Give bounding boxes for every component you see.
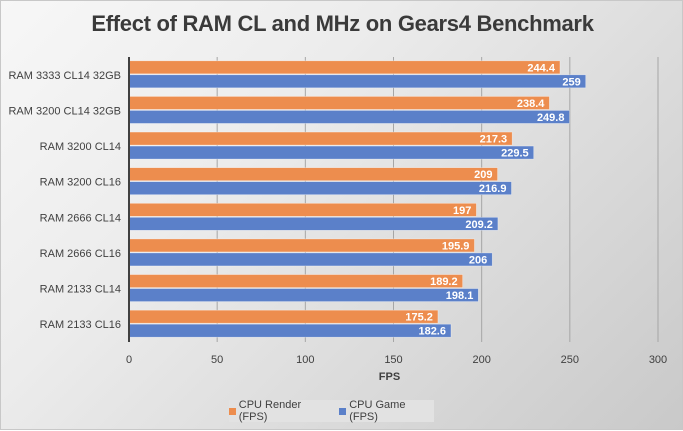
data-label: 259 [562,76,580,88]
data-label: 198.1 [446,290,474,302]
category-label: RAM 3200 CL14 32GB [8,105,121,117]
legend-item-render: CPU Render (FPS) [229,399,329,423]
data-label: 197 [453,205,471,217]
legend-item-game: CPU Game (FPS) [339,399,434,423]
data-label: 182.6 [418,326,446,338]
category-label: RAM 2666 CL16 [40,248,121,260]
data-label: 216.9 [479,183,507,195]
bar-cpu-game [128,288,479,302]
category-label: RAM 3333 CL14 32GB [8,70,121,82]
bar-cpu-render [128,274,463,288]
bar-cpu-render [128,131,513,146]
legend-label-game: CPU Game (FPS) [349,399,406,423]
x-tick-label: 100 [296,354,314,366]
bar-cpu-game [128,217,499,231]
bar-cpu-render [128,60,561,75]
bar-cpu-game [128,74,587,89]
data-label: 175.2 [405,312,433,324]
data-label: 229.5 [501,148,529,160]
bar-cpu-render [128,309,439,324]
data-label: 189.2 [430,276,458,288]
legend: CPU Render (FPS) CPU Game (FPS) [229,399,434,423]
chart-title: Effect of RAM CL and MHz on Gears4 Bench… [91,11,594,36]
x-tick-label: 150 [384,354,402,366]
x-tick-label: 200 [472,354,490,366]
bar-cpu-render [128,203,477,217]
x-axis-title: FPS [379,371,400,383]
x-tick-label: 50 [211,354,223,366]
bar-cpu-game [128,181,512,195]
bar-cpu-game [128,252,493,267]
data-label: 195.9 [442,240,470,252]
bar-cpu-render [128,167,498,181]
x-tick-label: 250 [561,354,579,366]
category-label: RAM 2133 CL16 [40,319,121,331]
bar-cpu-game [128,110,570,124]
x-tick-label: 300 [649,354,667,366]
bar-cpu-game [128,323,452,338]
x-tick-label: 0 [126,354,132,366]
data-label: 206 [469,254,487,266]
bar-cpu-render [128,96,550,110]
legend-swatch-game [339,407,347,415]
data-label: 244.4 [527,62,555,74]
data-label: 238.4 [517,98,545,110]
data-label: 209 [474,169,492,181]
legend-swatch-render [229,407,236,415]
data-label: 249.8 [537,112,565,124]
bar-cpu-render [128,238,475,253]
category-label: RAM 2666 CL14 [40,212,121,224]
data-label: 209.2 [465,219,493,231]
category-label: RAM 3200 CL14 [40,141,121,153]
bar-cpu-game [128,145,534,160]
category-label: RAM 2133 CL14 [40,284,121,296]
data-label: 217.3 [480,134,508,146]
legend-label-render: CPU Render (FPS) [238,399,302,423]
category-label: RAM 3200 CL16 [40,177,121,189]
